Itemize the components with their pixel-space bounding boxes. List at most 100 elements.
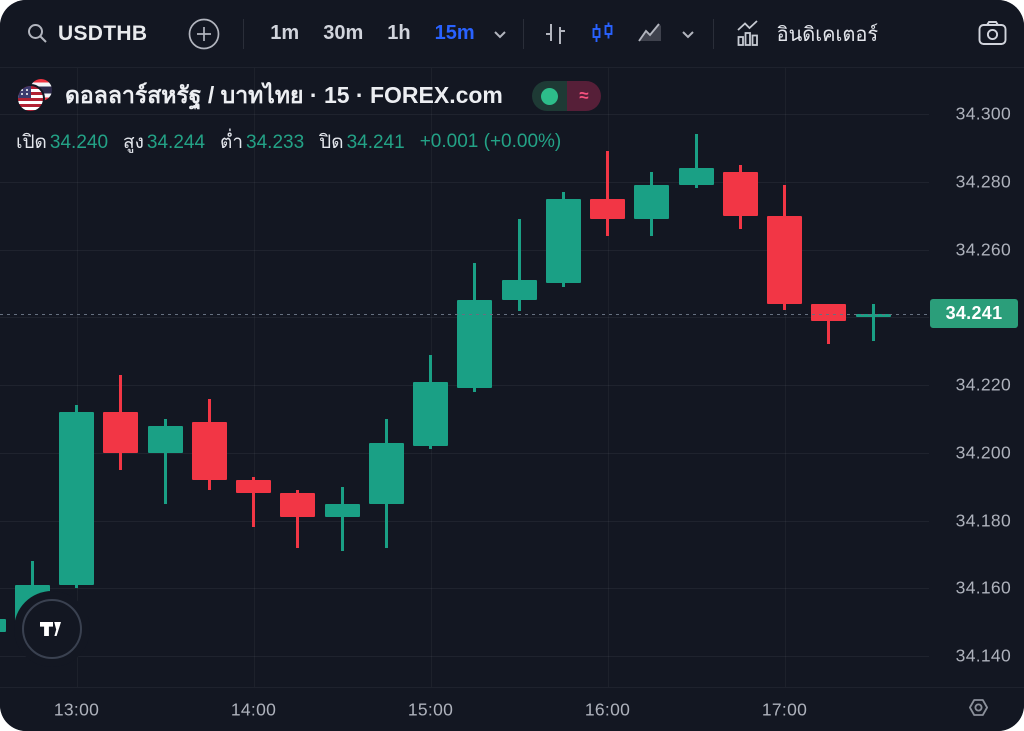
candle-body	[767, 215, 802, 304]
ohlc-segment: เปิด 34.240	[16, 127, 108, 157]
price-tick-label: 34.200	[955, 442, 1011, 463]
time-tick-label: 15:00	[407, 699, 454, 719]
bars-style-icon[interactable]	[536, 15, 575, 52]
approx-data-icon: ≈	[566, 81, 601, 111]
gridline-horizontal	[0, 520, 929, 522]
timeframe-button-1m[interactable]: 1m	[270, 22, 300, 44]
ohlc-value: 34.241	[346, 132, 405, 153]
camera-icon[interactable]	[977, 0, 1008, 67]
area-style-icon[interactable]	[630, 15, 671, 52]
axis-settings-gear-icon[interactable]	[965, 694, 992, 726]
time-tick-label: 16:00	[584, 699, 631, 719]
candle-wick	[871, 303, 875, 341]
chevron-down-icon[interactable]	[491, 25, 509, 43]
gridline-horizontal	[0, 588, 929, 590]
symbol-title[interactable]: ดอลลาร์สหรัฐ / บาทไทย · 15 · FOREX.com	[65, 82, 503, 108]
time-tick-label: 14:00	[230, 699, 277, 719]
ohlc-value: 34.244	[146, 132, 206, 153]
gridline-horizontal	[0, 452, 929, 454]
market-open-dot-icon	[540, 87, 558, 105]
ohlc-value: 34.233	[246, 132, 305, 153]
candle-body	[103, 412, 139, 453]
candle-body	[722, 171, 758, 216]
candle-body	[634, 185, 670, 219]
price-tick-label: 34.140	[955, 645, 1011, 666]
timeframe-button-15m[interactable]: 15m	[434, 22, 475, 44]
candle-wick	[163, 418, 167, 504]
candle-body	[590, 198, 625, 219]
candle-body	[678, 168, 714, 186]
candle-wick	[827, 303, 831, 345]
price-tick-label: 34.180	[955, 510, 1011, 530]
gridline-vertical	[253, 67, 255, 688]
symbol-search-button[interactable]: USDTHB	[26, 22, 147, 46]
gridline-vertical	[607, 67, 609, 688]
chart-style-group	[536, 15, 697, 52]
timeframe-group: 1m 30m 1h 15m	[258, 14, 486, 53]
candle-body	[236, 479, 271, 494]
ohlc-value: 34.240	[49, 132, 109, 153]
divider	[522, 18, 524, 49]
current-price-line	[0, 313, 929, 315]
search-icon	[26, 22, 49, 45]
candle-body	[413, 381, 448, 446]
candle-body	[280, 493, 316, 518]
ohlc-label: ปิด	[319, 132, 344, 153]
indicators-icon	[736, 20, 766, 47]
candle-body	[545, 198, 581, 284]
gridline-horizontal	[0, 181, 929, 183]
time-tick-label: 13:00	[53, 699, 100, 719]
chart-legend: ดอลลาร์สหรัฐ / บาทไทย · 15 · FOREX.com ≈…	[16, 78, 601, 157]
ohlc-segment: ต่ำ 34.233	[220, 127, 304, 157]
market-status-pill[interactable]: ≈	[531, 81, 601, 111]
tradingview-logo[interactable]	[14, 591, 90, 667]
price-tick-label: 34.160	[955, 577, 1011, 598]
price-tick-label: 34.260	[955, 239, 1011, 259]
candle-body	[501, 280, 537, 301]
ohlc-label: สูง	[123, 132, 144, 153]
symbol-name: USDTHB	[58, 21, 148, 45]
time-tick-label: 17:00	[761, 699, 808, 719]
time-axis[interactable]: 13:00 14:00 15:00 16:00 17:00	[0, 687, 1024, 731]
candle-body	[324, 503, 360, 518]
current-price-badge: 34.241	[930, 299, 1018, 329]
candle-body	[855, 313, 891, 318]
gridline-vertical	[76, 67, 78, 688]
candle-wick	[296, 490, 300, 548]
price-tick-label: 34.300	[955, 103, 1011, 124]
candle-wick	[340, 486, 344, 551]
indicators-button[interactable]: อินดิเคเตอร์	[736, 18, 878, 50]
price-tick-label: 34.220	[955, 374, 1011, 395]
candle-wick	[606, 151, 609, 236]
gridline-horizontal	[0, 249, 929, 251]
timeframe-button-30m[interactable]: 30m	[323, 22, 364, 44]
candle-body	[191, 422, 227, 480]
divider	[243, 18, 245, 49]
ohlc-label: ต่ำ	[220, 132, 244, 153]
gridline-horizontal	[0, 656, 929, 657]
candle-body	[368, 442, 404, 504]
indicators-label: อินดิเคเตอร์	[776, 23, 879, 46]
circle-plus-icon[interactable]	[187, 17, 221, 51]
change-text: +0.001 (+0.00%)	[419, 131, 562, 152]
price-axis[interactable]: 34.300 34.280 34.260 34.220 34.200 34.180 34.1…	[929, 67, 1024, 688]
us-thai-flags-icon	[16, 79, 52, 113]
ohlc-segment: สูง 34.244	[123, 127, 205, 157]
candle-body	[457, 300, 493, 389]
candle-wick	[252, 476, 255, 528]
tradingview-logo-icon	[22, 599, 82, 659]
ohlc-label: เปิด	[16, 132, 47, 153]
timeframe-button-1h[interactable]: 1h	[387, 22, 411, 44]
candle-body	[811, 303, 847, 321]
price-tick-label: 34.280	[955, 171, 1011, 192]
gridline-vertical	[784, 67, 786, 688]
gridline-horizontal	[0, 114, 929, 115]
ohlc-row: เปิด 34.240 สูง 34.244 ต่ำ 34.233 ปิด 34.241 +0.…	[16, 127, 601, 157]
chevron-down-icon[interactable]	[679, 25, 697, 43]
candles-style-icon[interactable]	[583, 15, 622, 52]
top-toolbar: USDTHB 1m 30m 1h 15m	[0, 0, 1024, 68]
candle-body	[59, 412, 94, 585]
ohlc-segment: ปิด 34.241	[319, 127, 405, 157]
divider	[712, 18, 714, 49]
